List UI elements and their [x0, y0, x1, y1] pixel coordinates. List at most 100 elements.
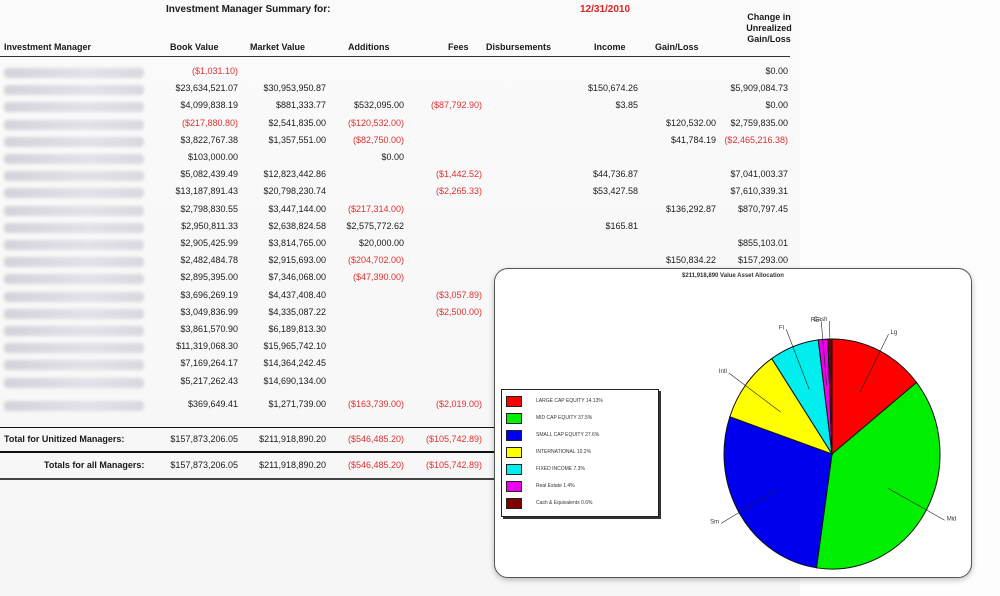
table-row: $5,082,439.49 $12,823,442.86 ($1,442.52) $4… — [0, 167, 790, 184]
legend-item: Cash & Equivalents 0.6% — [506, 498, 656, 510]
slice-leader-line — [820, 321, 827, 386]
cell-add: ($217,314.00) — [347, 203, 404, 214]
cell-market: $2,638,824.58 — [268, 220, 326, 231]
slice-label: Lg — [891, 330, 898, 336]
subtotal-fees: ($105,742.89) — [425, 434, 482, 444]
legend-swatch — [506, 396, 522, 407]
legend-swatch — [506, 464, 522, 475]
table-row: $13,187,891.43 $20,798,230.74 ($2,265.33) $… — [0, 184, 790, 201]
slice-label: RE — [811, 317, 819, 323]
table-row: ($1,031.10) $0.00 — [0, 64, 790, 81]
legend-label: LARGE CAP EQUITY 14.13% — [536, 398, 603, 404]
cell-book: $369,649.41 — [187, 398, 238, 409]
redacted-manager-name — [4, 222, 144, 233]
legend-item: Real Estate 1.4% — [506, 481, 656, 493]
legend-label: FIXED INCOME 7.3% — [536, 466, 585, 472]
redacted-manager-name — [4, 119, 144, 130]
cell-market: $4,335,087.22 — [268, 306, 326, 317]
cell-add: $532,095.00 — [353, 100, 404, 111]
cell-chg: $7,610,339.31 — [730, 186, 788, 197]
table-row: $2,905,425.99 $3,814,765.00 $20,000.00 $855… — [0, 236, 790, 253]
legend-item: INTERNATIONAL 10.2% — [506, 447, 656, 459]
cell-book: ($217,880.80) — [181, 117, 238, 128]
report-date: 12/31/2010 — [580, 4, 631, 15]
table-row: ($217,880.80) $2,541,835.00 ($120,532.00) $… — [0, 116, 790, 133]
redacted-manager-name — [4, 291, 144, 302]
redacted-manager-name — [4, 188, 144, 199]
slice-leader-line — [859, 334, 889, 392]
table-row: $23,634,521.07 $30,953,950.87 $150,674.26 $… — [0, 81, 790, 98]
redacted-manager-name — [4, 102, 144, 113]
cell-fees: ($2,265.33) — [435, 186, 482, 197]
redacted-manager-name — [4, 400, 144, 411]
total-market: $211,918,890.20 — [259, 460, 326, 470]
cell-chg: $855,103.01 — [737, 238, 788, 248]
cell-fees: ($2,019.00) — [435, 398, 482, 409]
cell-add: ($120,532.00) — [347, 117, 404, 128]
cell-chg: $870,797.45 — [737, 203, 788, 214]
table-row: $369,649.41 $1,271,739.00 ($163,739.00) ($2… — [0, 397, 790, 414]
cell-book: $13,187,891.43 — [175, 186, 238, 197]
subtotal-label: Total for Unitized Managers: — [4, 434, 125, 444]
redacted-manager-name — [4, 68, 144, 78]
cell-market: $20,798,230.74 — [263, 186, 326, 197]
legend-item: LARGE CAP EQUITY 14.13% — [506, 396, 656, 408]
column-header-book-value: Book Value — [170, 42, 219, 52]
legend-label: Real Estate 1.4% — [536, 483, 575, 489]
redacted-manager-name — [4, 360, 144, 371]
legend-item: SMALL CAP EQUITY 27.6% — [506, 430, 656, 442]
legend-label: MID CAP EQUITY 37.5% — [536, 415, 593, 421]
pie-slice — [723, 416, 833, 569]
slice-leader-line — [720, 489, 777, 524]
report-title: Investment Manager Summary for: — [166, 4, 331, 15]
cell-fees: ($3,057.89) — [435, 289, 482, 300]
slice-label: Cash — [814, 317, 828, 323]
legend-swatch — [506, 498, 522, 509]
cell-market: $881,333.77 — [275, 100, 326, 111]
slice-label: Intl — [719, 369, 727, 375]
redacted-manager-name — [4, 136, 144, 147]
total-rule — [0, 451, 790, 453]
cell-add: $2,575,772.62 — [346, 220, 404, 231]
redacted-manager-name — [4, 274, 144, 285]
cell-book: $2,895,395.00 — [180, 272, 238, 283]
cell-add: ($47,390.00) — [352, 272, 404, 283]
total-book: $157,873,206.05 — [170, 460, 238, 470]
cell-gain: $41,784.19 — [670, 134, 716, 145]
cell-book: $2,905,425.99 — [180, 238, 238, 248]
cell-book: $5,217,262.43 — [180, 375, 238, 386]
cell-market: $6,189,813.30 — [268, 324, 326, 334]
slice-label: Sm — [710, 519, 719, 525]
table-row: $7,169,264.17 $14,364,242.45 — [0, 356, 790, 373]
column-header-gain-loss: Gain/Loss — [655, 42, 699, 52]
redacted-manager-name — [4, 377, 144, 388]
legend-label: INTERNATIONAL 10.2% — [536, 449, 592, 455]
cell-market: $1,271,739.00 — [268, 398, 326, 409]
legend-label: Cash & Equivalents 0.6% — [536, 500, 593, 506]
cell-book: $2,482,484.78 — [180, 255, 238, 266]
table-row: $4,099,838.19 $881,333.77 $532,095.00 ($87,… — [0, 98, 790, 115]
redacted-manager-name — [4, 85, 144, 96]
change-header-line-1: Change in — [747, 12, 791, 22]
cell-book: $7,169,264.17 — [180, 358, 238, 369]
legend-item: MID CAP EQUITY 37.5% — [506, 413, 656, 425]
change-header-line-3: Gain/Loss — [747, 34, 791, 44]
cell-market: $4,437,408.40 — [268, 289, 326, 300]
total-additions: ($546,485.20) — [347, 460, 404, 470]
cell-book: $2,798,830.55 — [180, 203, 238, 214]
cell-gain: $150,834.22 — [665, 255, 716, 266]
total-fees: ($105,742.89) — [425, 460, 482, 470]
table-row: $103,000.00 $0.00 — [0, 150, 790, 167]
cell-book: $103,000.00 — [187, 152, 238, 162]
cell-add: ($82,750.00) — [352, 134, 404, 145]
table-row: $3,861,570.90 $6,189,813.30 — [0, 322, 790, 339]
table-row: $3,696,269.19 $4,437,408.40 ($3,057.89) — [0, 288, 790, 305]
cell-book: $11,319,068.30 — [176, 341, 238, 352]
cell-book: $23,634,521.07 — [175, 83, 238, 94]
chart-legend: LARGE CAP EQUITY 14.13% MID CAP EQUITY 37… — [501, 389, 659, 517]
cell-book: $3,822,767.38 — [180, 134, 238, 145]
subtotal-rule — [0, 427, 790, 428]
cell-chg: $7,041,003.37 — [730, 169, 788, 180]
subtotal-market: $211,918,890.20 — [259, 434, 326, 444]
